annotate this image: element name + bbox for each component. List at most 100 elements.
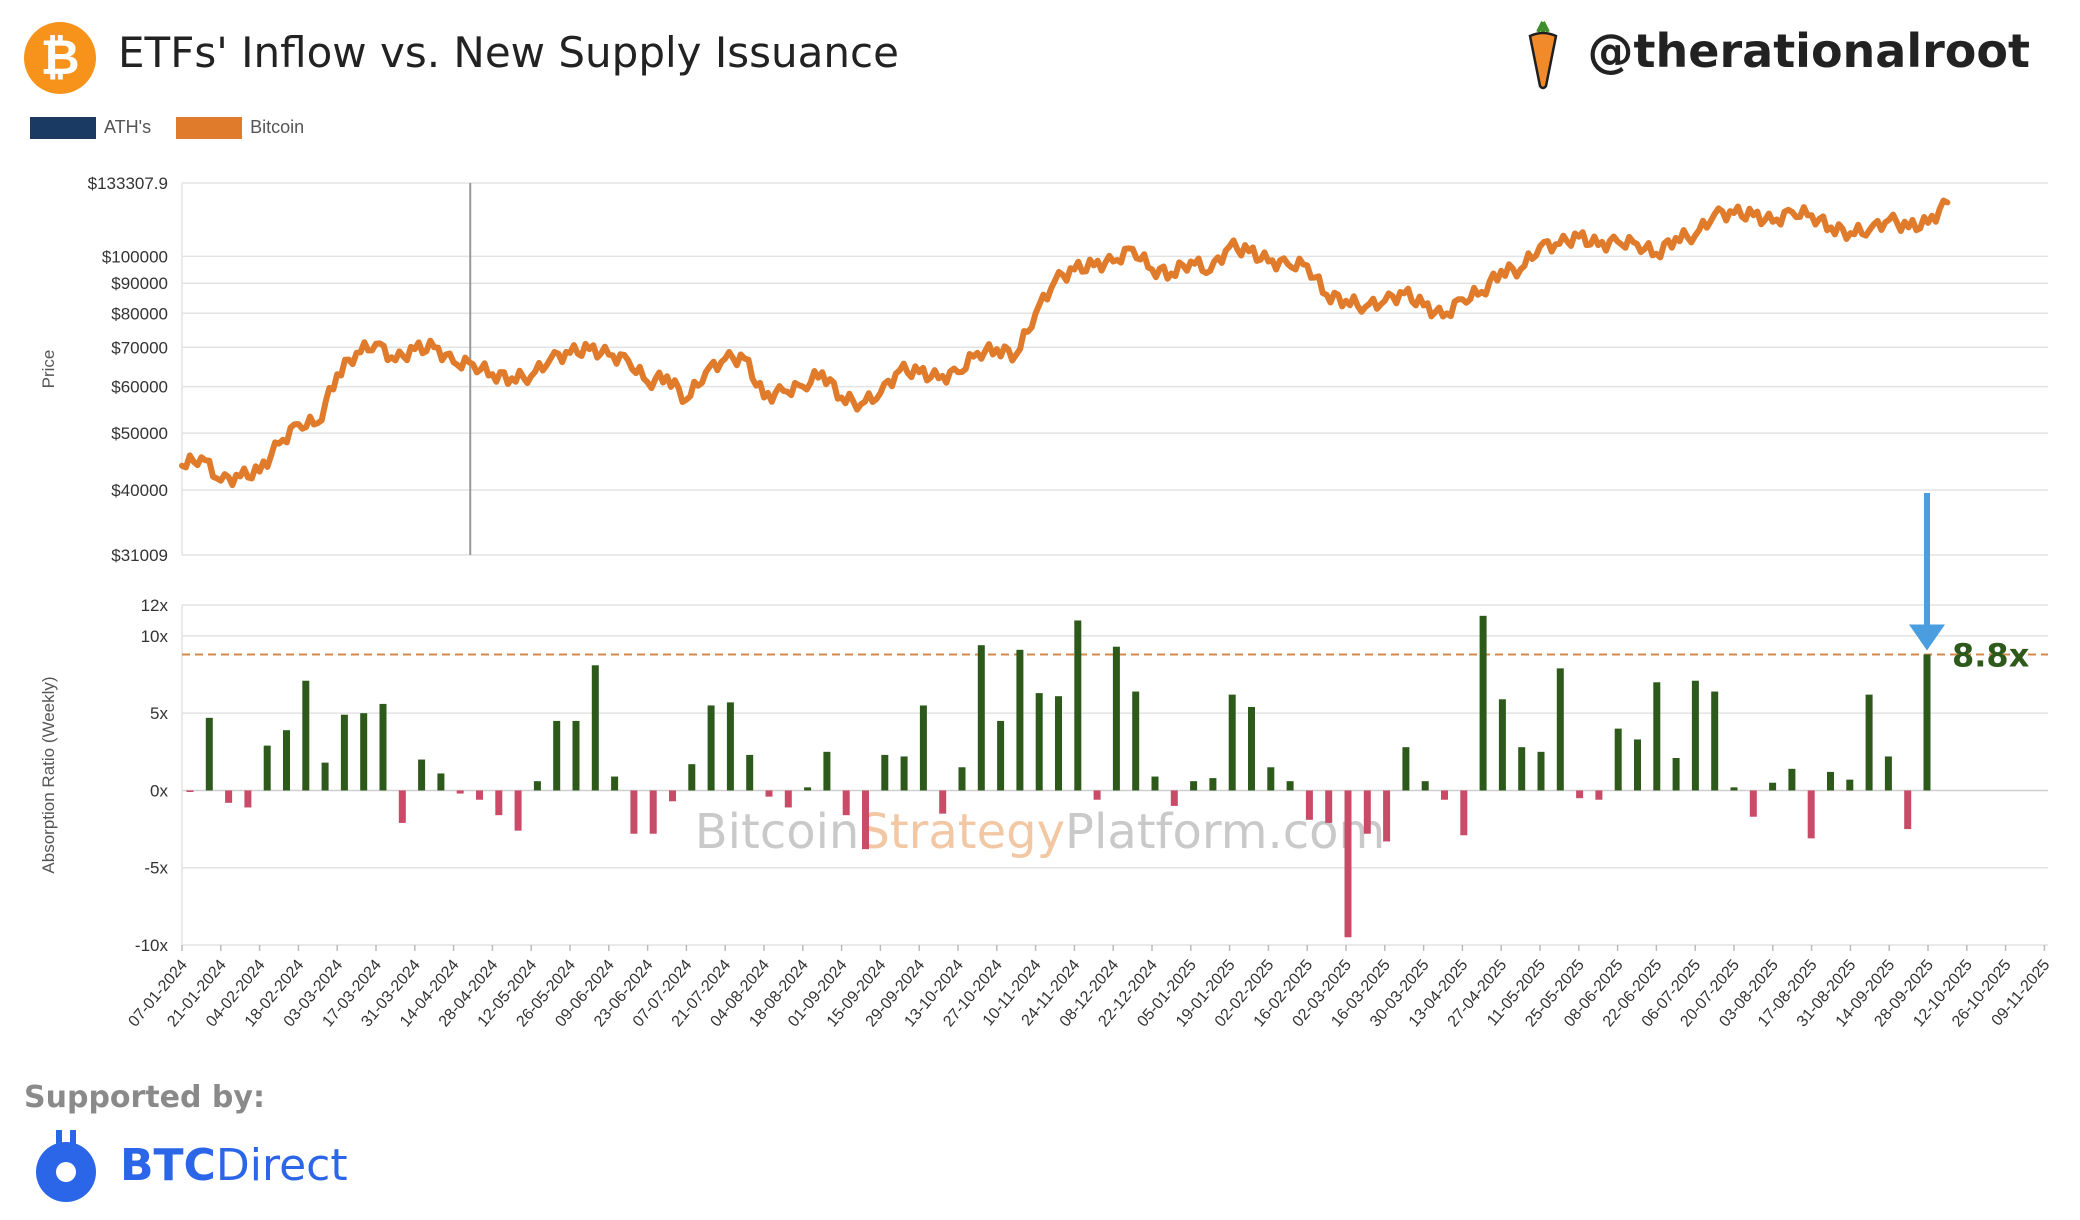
ratio-bar (1634, 739, 1641, 791)
ratio-bar (1614, 728, 1622, 791)
ratio-bar (1672, 758, 1680, 791)
ratio-bar (726, 702, 734, 791)
ratio-bar (205, 717, 213, 791)
bitcoin-price-line (179, 197, 1951, 489)
ratio-bar (1325, 790, 1333, 823)
ratio-bar (784, 790, 792, 808)
ratio-bar (881, 754, 889, 791)
ratio-bar (533, 781, 541, 791)
ratio-tick-label: -5x (144, 859, 168, 878)
annotation-arrow-head (1909, 624, 1945, 651)
ratio-bar (514, 790, 522, 831)
ratio-bar (1769, 782, 1777, 791)
ratio-bar (1865, 694, 1873, 791)
ratio-bar (1884, 756, 1892, 791)
ratio-bar (1421, 781, 1429, 791)
ratio-bar (688, 764, 696, 791)
ratio-bar (572, 720, 580, 791)
ratio-bar (1711, 691, 1719, 791)
ratio-bar (1151, 776, 1159, 791)
ratio-tick-label: 12x (141, 596, 169, 615)
ratio-bar (1827, 771, 1834, 791)
ratio-axis-label: Absorption Ratio (Weekly) (39, 676, 58, 873)
ratio-bar (1248, 707, 1255, 791)
ratio-bar (225, 790, 233, 803)
legend-swatch-bitcoin (176, 117, 243, 140)
bitcoin-logo-icon: ₿ (24, 22, 96, 94)
ratio-bar (823, 751, 831, 791)
annotation-label: 8.8x (1952, 636, 2030, 674)
legend-item-ath: ATH's (30, 117, 152, 140)
ratio-bar (1576, 790, 1584, 799)
price-tick-label: $133307.9 (88, 174, 168, 193)
ratio-bar (611, 776, 619, 791)
ratio-bar (398, 790, 406, 823)
ratio-bar (1055, 696, 1062, 791)
ratio-bar (263, 745, 271, 791)
ratio-bar (1267, 767, 1275, 791)
ratio-bar (591, 665, 599, 791)
ratio-bar (977, 645, 985, 791)
ratio-bar (649, 790, 657, 834)
ratio-bar (1132, 691, 1140, 791)
ratio-tick-label: -10x (135, 936, 169, 955)
btcdirect-brand: BTCDirect (120, 1140, 348, 1191)
ratio-bar (630, 790, 638, 834)
ratio-bar (340, 714, 348, 791)
ratio-bar (1749, 790, 1757, 817)
ratio-bar (1904, 790, 1912, 830)
supported-by-label: Supported by: (24, 1080, 265, 1115)
ratio-bar (939, 790, 947, 814)
price-tick-label: $90000 (111, 274, 168, 293)
ratio-bar (1441, 790, 1448, 800)
ratio-bar (1228, 694, 1236, 791)
ratio-bar (1595, 790, 1603, 800)
ratio-bar (997, 720, 1005, 791)
ratio-bar (1016, 649, 1024, 791)
ratio-tick-label: 10x (141, 627, 169, 646)
price-tick-label: $31009 (111, 546, 168, 565)
ratio-bar (1788, 768, 1796, 791)
ratio-bar (1518, 747, 1526, 791)
ratio-bar (1074, 620, 1082, 791)
ratio-bar (842, 790, 850, 816)
price-tick-label: $60000 (111, 378, 168, 397)
ratio-bar (707, 705, 715, 791)
ratio-bar (379, 703, 387, 791)
ratio-bar (186, 790, 194, 792)
price-tick-label: $100000 (102, 247, 168, 266)
ratio-bar (1383, 790, 1391, 842)
ratio-bar (1112, 646, 1120, 791)
ratio-bar (302, 680, 310, 791)
legend-label-ath: ATH's (104, 117, 152, 137)
ratio-bar (495, 790, 503, 816)
btcdirect-logo-icon (36, 1130, 96, 1202)
legend-item-bitcoin: Bitcoin (176, 117, 304, 140)
ratio-bar (900, 756, 908, 791)
ratio-bar (1730, 787, 1738, 791)
ratio-bar (1305, 790, 1313, 820)
ratio-bar (1923, 654, 1931, 791)
ratio-bar (1344, 790, 1352, 938)
legend: ATH's Bitcoin (30, 117, 324, 140)
ratio-bar (437, 773, 445, 791)
price-tick-label: $50000 (111, 424, 168, 443)
ratio-tick-label: 5x (150, 704, 168, 723)
ratio-bar (1556, 668, 1564, 791)
ratio-bar (669, 790, 676, 802)
price-tick-label: $80000 (111, 304, 168, 323)
ratio-bar (1537, 751, 1545, 791)
ratio-bar (1846, 779, 1854, 791)
ratio-tick-label: 0x (150, 781, 168, 800)
ratio-bar (553, 720, 561, 791)
ratio-bar (1653, 682, 1661, 791)
ratio-bar (1402, 747, 1410, 791)
legend-swatch-ath (30, 117, 96, 140)
btcdirect-brand-bold: BTC (120, 1140, 216, 1191)
ratio-bar (746, 754, 754, 791)
ratio-bar (1190, 781, 1198, 791)
ratio-bar (244, 790, 252, 808)
ratio-bar (1286, 781, 1294, 791)
ratio-bar (1170, 790, 1178, 806)
chart-title: ETFs' Inflow vs. New Supply Issuance (118, 28, 899, 77)
